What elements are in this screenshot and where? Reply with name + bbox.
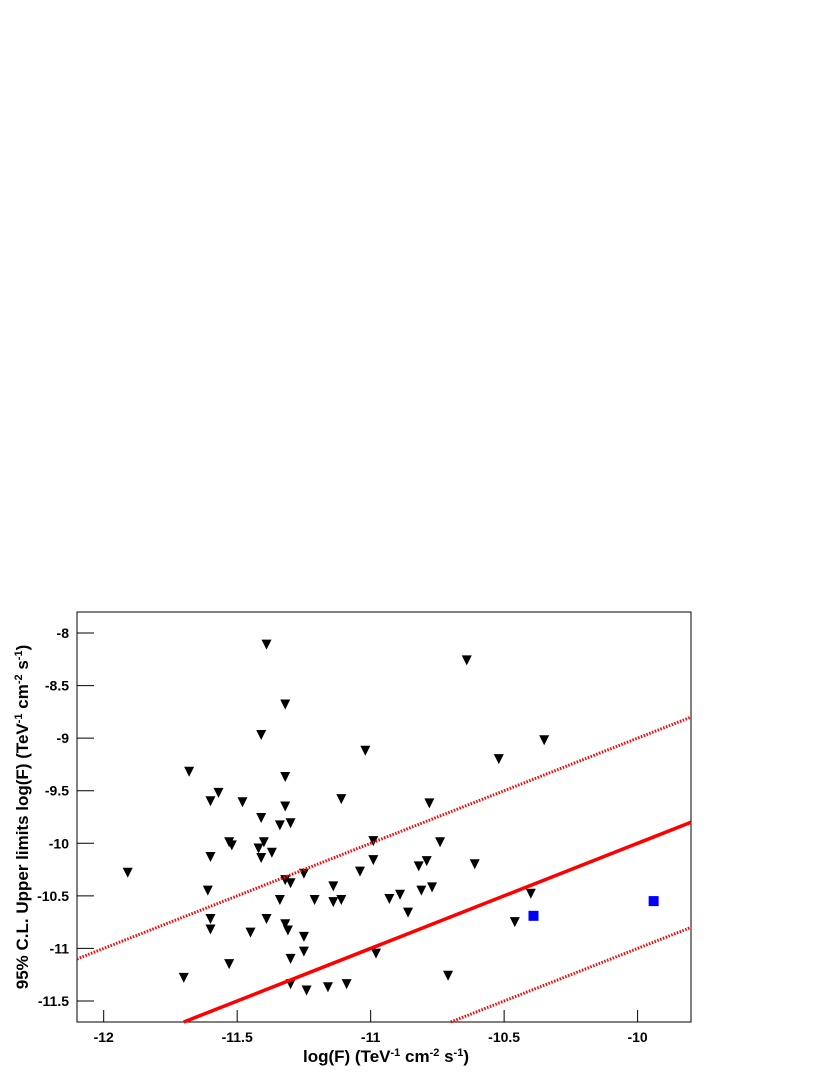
upper-limit-marker	[280, 801, 291, 812]
y-tick-label: -11.5	[38, 993, 69, 1009]
upper-limit-marker	[395, 889, 406, 900]
x-tick-label: -12	[94, 1029, 114, 1045]
upper-limit-marker	[261, 913, 272, 924]
x-axis-title: log(F) (TeV-1 cm-2 s-1)	[303, 1047, 469, 1066]
axis-title-text: 95% C.L. Upper limits log(F) (TeV	[13, 723, 32, 990]
upper-limit-marker	[298, 946, 309, 957]
upper-limit-marker	[274, 820, 285, 831]
plot-frame	[76, 611, 692, 1023]
upper-limit-marker	[261, 639, 272, 650]
upper-limit-marker	[282, 925, 293, 936]
upper-limit-marker	[493, 754, 504, 765]
upper-limit-marker	[285, 818, 296, 829]
upper-limit-marker	[336, 794, 347, 805]
upper-limit-marker	[226, 840, 237, 851]
axis-title-text: log(F) (TeV	[303, 1047, 391, 1066]
upper-limit-marker	[274, 895, 285, 906]
y-tick-label: -10.5	[37, 888, 69, 904]
upper-limit-marker	[525, 888, 536, 899]
upper-limit-marker	[384, 894, 395, 904]
upper-limit-marker	[245, 927, 256, 938]
fit-line	[183, 820, 692, 1024]
upper-limit-marker	[256, 730, 267, 740]
upper-limit-marker	[202, 885, 213, 896]
fit-line	[450, 925, 692, 1024]
upper-limit-marker	[435, 837, 446, 848]
upper-limit-marker	[443, 970, 454, 981]
fit-line	[76, 715, 692, 961]
upper-limit-marker	[368, 855, 379, 866]
upper-limit-marker	[341, 979, 352, 990]
x-tick-label: -10	[627, 1029, 647, 1045]
y-axis-title: 95% C.L. Upper limits log(F) (TeV-1 cm-2…	[13, 645, 32, 990]
upper-limit-marker	[328, 897, 339, 908]
axis-title-text: )	[463, 1047, 469, 1066]
upper-limit-marker	[205, 851, 216, 862]
upper-limit-marker	[280, 919, 291, 930]
upper-limit-marker	[309, 895, 320, 906]
upper-limit-marker	[280, 875, 291, 886]
y-tick-label: -11	[50, 940, 70, 956]
upper-limit-marker	[328, 881, 339, 892]
upper-limit-marker	[427, 882, 438, 893]
x-tick-label: -11	[361, 1029, 381, 1045]
upper-limit-marker	[539, 735, 550, 746]
upper-limit-marker	[258, 837, 269, 848]
axis-title-superscript: -2	[430, 1047, 440, 1059]
upper-limit-marker	[266, 847, 277, 858]
y-tick-label: -10	[49, 835, 69, 851]
upper-limit-marker	[178, 972, 189, 983]
axis-title-text: cm	[400, 1047, 429, 1066]
axis-title-superscript: -1	[454, 1047, 464, 1059]
upper-limit-marker	[509, 917, 520, 928]
y-tick-label: -8	[57, 625, 70, 641]
axis-title-superscript: -2	[13, 674, 25, 684]
square-marker	[528, 910, 539, 921]
axis-title-text: s	[439, 1047, 453, 1066]
upper-limit-marker	[122, 867, 133, 878]
upper-limit-marker	[280, 772, 291, 783]
upper-limit-marker	[205, 924, 216, 935]
upper-limit-marker	[224, 959, 235, 970]
axis-title-superscript: -1	[13, 713, 25, 723]
upper-limit-marker	[205, 796, 216, 807]
upper-limit-marker	[205, 913, 216, 924]
axis-title-text: cm	[13, 684, 32, 713]
upper-limit-marker	[285, 953, 296, 964]
x-tick-label: -10.5	[488, 1029, 520, 1045]
upper-limit-marker	[301, 985, 312, 996]
upper-limit-marker	[403, 907, 414, 918]
upper-limit-marker	[421, 856, 432, 867]
upper-limit-marker	[322, 982, 333, 993]
upper-limit-marker	[256, 813, 267, 824]
axis-title-superscript: -1	[391, 1047, 401, 1059]
upper-limit-marker	[413, 861, 424, 872]
upper-limit-marker	[370, 948, 381, 959]
upper-limit-marker	[280, 699, 291, 710]
upper-limit-marker	[184, 766, 195, 777]
axis-title-text: )	[13, 645, 32, 651]
square-marker	[648, 896, 659, 907]
upper-limit-marker	[253, 843, 264, 854]
upper-limit-marker	[298, 931, 309, 942]
upper-limit-marker	[213, 787, 224, 798]
upper-limit-marker	[336, 895, 347, 906]
x-tick-label: -11.5	[222, 1029, 253, 1045]
upper-limit-marker	[424, 798, 435, 809]
axis-title-superscript: -1	[13, 650, 25, 660]
upper-limit-marker	[461, 655, 472, 666]
y-tick-label: -9	[57, 730, 70, 746]
upper-limit-marker	[360, 745, 371, 756]
upper-limit-marker	[469, 859, 480, 870]
y-tick-label: -8.5	[45, 678, 69, 694]
upper-limit-marker	[354, 866, 365, 877]
upper-limit-marker	[256, 853, 267, 863]
y-tick-label: -9.5	[45, 783, 69, 799]
upper-limit-marker	[237, 797, 248, 808]
upper-limit-marker	[416, 885, 427, 896]
upper-limit-marker	[285, 878, 296, 889]
axis-title-text: s	[13, 660, 32, 674]
